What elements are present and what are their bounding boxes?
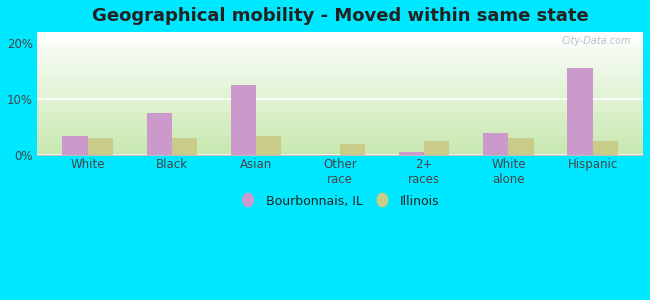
Bar [399,152,424,155]
Bar [424,141,450,155]
Bar [508,138,534,155]
Bar [256,136,281,155]
Bar [146,113,172,155]
Bar [231,85,256,155]
Bar [593,141,618,155]
Title: Geographical mobility - Moved within same state: Geographical mobility - Moved within sam… [92,7,588,25]
Bar [567,68,593,155]
Legend: Bourbonnais, IL, Illinois: Bourbonnais, IL, Illinois [235,190,445,213]
Bar [62,136,88,155]
Bar [483,133,508,155]
Bar [340,144,365,155]
Text: City-Data.com: City-Data.com [562,36,631,46]
Bar [88,138,113,155]
Bar [172,138,197,155]
